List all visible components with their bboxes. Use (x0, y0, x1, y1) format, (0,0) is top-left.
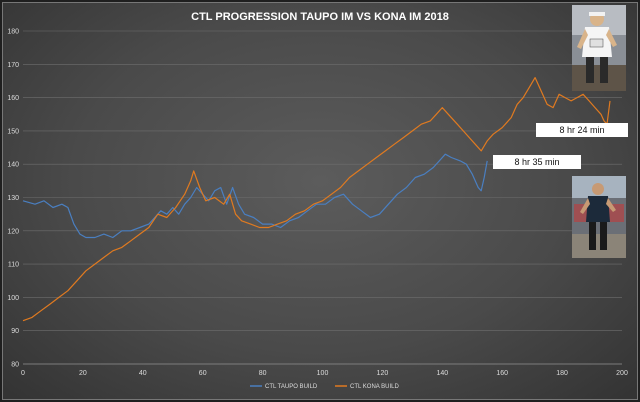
legend-label: CTL KONA BUILD (350, 384, 399, 390)
series-line-taupo (22, 153, 488, 239)
y-tick-label: 120 (7, 228, 19, 235)
series-layer (22, 77, 611, 322)
y-tick-label: 90 (11, 328, 19, 335)
x-tick-label: 140 (436, 370, 448, 377)
x-tick-label: 0 (21, 370, 25, 377)
axis-layer: 80 90 100 110 120 130 140 150 160 170 180 0 20 40 60 80… (7, 29, 628, 378)
x-tick-label: 80 (259, 370, 267, 377)
grid-layer (23, 30, 622, 365)
x-tick-label: 100 (317, 370, 329, 377)
y-tick-label: 110 (8, 262, 19, 269)
y-tick-label: 80 (11, 362, 19, 369)
y-tick-label: 150 (7, 128, 19, 135)
y-tick-label: 170 (7, 62, 19, 69)
x-tick-label: 200 (616, 370, 628, 377)
x-tick-label: 60 (199, 370, 207, 377)
x-tick-label: 40 (139, 370, 147, 377)
x-tick-label: 180 (556, 370, 568, 377)
y-tick-label: 130 (7, 195, 19, 202)
kona-time-callout: 8 hr 24 min (536, 123, 628, 137)
athlete-photo-kona (572, 5, 626, 91)
legend-layer: CTL TAUPO BUILD CTL KONA BUILD (250, 384, 399, 390)
y-tick-label: 100 (7, 295, 19, 302)
athlete-photo-taupo-image (572, 176, 626, 258)
athlete-photo-taupo (572, 176, 626, 258)
y-tick-label: 160 (7, 95, 19, 102)
x-tick-label: 120 (377, 370, 389, 377)
athlete-photo-kona-image (572, 5, 626, 91)
chart-title: CTL PROGRESSION TAUPO IM VS KONA IM 2018 (191, 11, 449, 23)
x-tick-label: 20 (79, 370, 87, 377)
series-line-kona (22, 77, 611, 322)
legend-label: CTL TAUPO BUILD (265, 384, 318, 390)
y-tick-label: 140 (7, 162, 19, 169)
x-tick-label: 160 (496, 370, 508, 377)
taupo-time-callout: 8 hr 35 min (493, 155, 581, 169)
y-tick-label: 180 (7, 29, 19, 36)
